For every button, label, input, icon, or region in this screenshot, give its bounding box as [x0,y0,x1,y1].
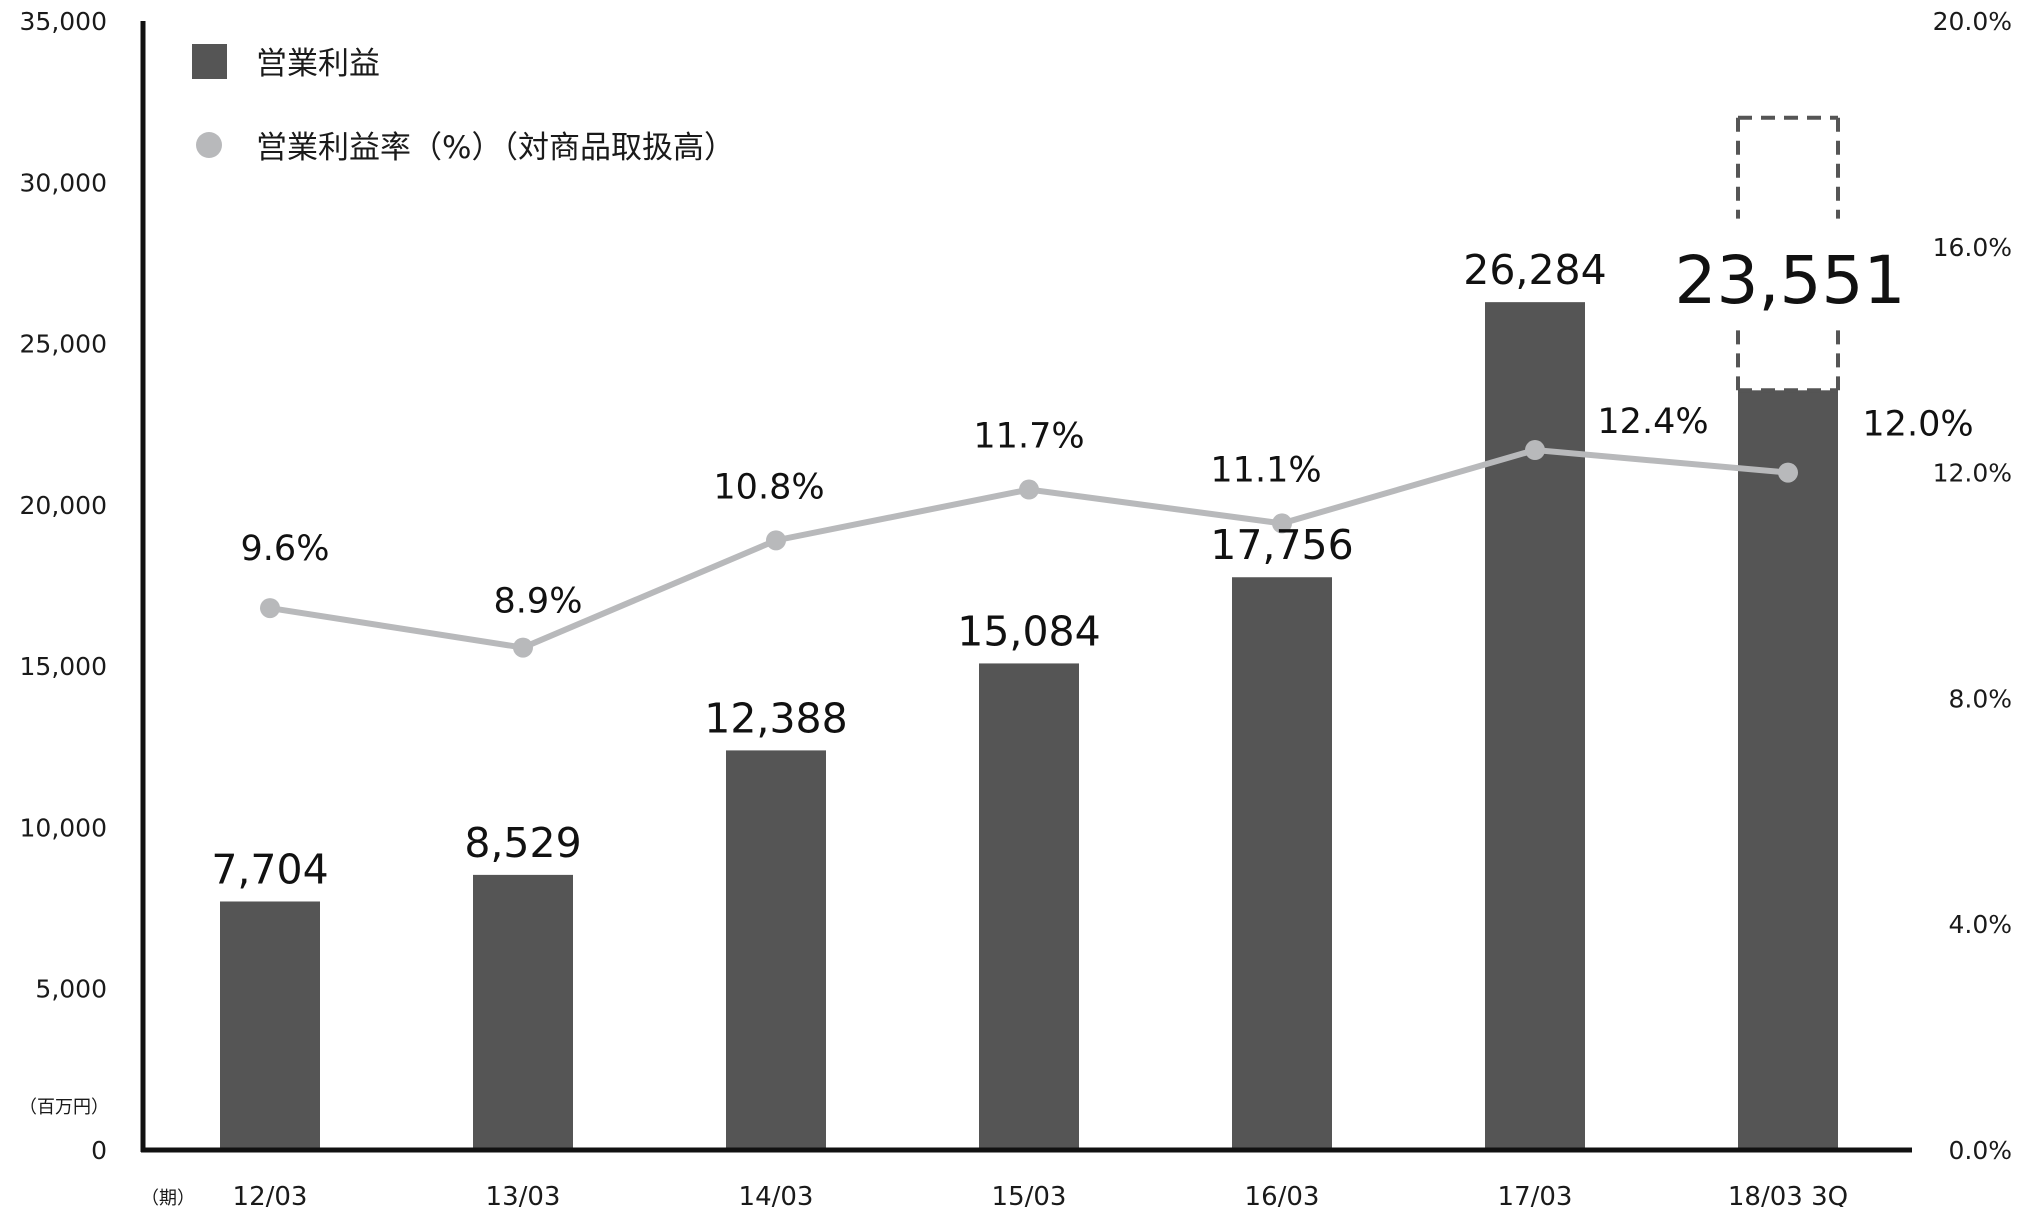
labels-layer: 7,704 8,529 12,388 15,084 17,756 26,284 23,551… [211,242,1973,893]
bar-16-03 [1232,577,1332,1150]
bar-value-label: 17,756 [1210,521,1353,569]
y-left-tick-label: 20,000 [20,491,107,520]
bar-value-label: 23,551 [1675,242,1906,319]
bar-value-label: 8,529 [464,819,581,867]
rate-value-label: 11.1% [1210,450,1321,490]
x-unit-label: （期） [141,1188,195,1207]
rate-value-label: 12.0% [1862,405,1973,445]
x-tick-label: 14/03 [739,1182,814,1207]
rate-value-label: 12.4% [1597,402,1708,442]
bar-value-label: 7,704 [211,845,328,893]
x-tick-label: 18/03 3Q [1728,1182,1848,1207]
forecast-dashed-box [1736,115,1840,393]
y-right-tick-label: 12.0% [1933,459,2012,488]
rate-point-18-03-3Q [1778,462,1798,483]
legend-bar-label: 営業利益 [256,46,380,82]
rate-point-16-03 [1272,513,1292,534]
y-right-tick-label: 0.0% [1948,1136,2012,1165]
x-tick-label: 16/03 [1245,1182,1320,1207]
y-right-tick-label: 20.0% [1933,7,2012,36]
rate-value-label: 11.7% [973,417,1084,457]
rate-value-label: 9.6% [241,529,330,569]
legend-line-label: 営業利益率（%）（対商品取扱高） [256,130,735,166]
bar-14-03 [726,750,826,1150]
x-tick-label: 12/03 [233,1182,308,1207]
rate-line-layer [260,440,1798,658]
y-left-tick-label: 10,000 [20,813,107,842]
bar-12-03 [220,901,320,1150]
bar-13-03 [473,874,573,1150]
y-left-tick-label: 35,000 [20,7,107,36]
rate-point-14-03 [766,530,786,551]
rate-point-12-03 [260,598,280,619]
legend-bar-swatch [192,44,227,79]
y-right-tick-label: 8.0% [1948,684,2012,713]
y-left-tick-label: 15,000 [20,652,107,681]
y-right-tick-label: 16.0% [1933,233,2012,262]
y-left-tick-label: 25,000 [20,330,107,359]
bar-value-label: 26,284 [1463,246,1606,294]
y-left-tick-label: 30,000 [20,168,107,197]
rate-point-13-03 [513,637,533,658]
rate-value-label: 10.8% [713,467,824,507]
x-tick-label: 13/03 [486,1182,561,1207]
rate-point-15-03 [1019,479,1039,500]
rate-value-label: 8.9% [494,582,583,622]
y-left-tick-label: 0 [91,1136,107,1165]
y-right-tick-label: 4.0% [1948,910,2012,939]
y-left-tick-label: 5,000 [35,975,107,1004]
x-tick-label: 15/03 [992,1182,1067,1207]
bar-15-03 [979,663,1079,1150]
y-left-unit-label: （百万円） [19,1097,109,1118]
bar-17-03 [1485,302,1585,1150]
bars-layer [220,115,1840,1151]
axes-layer: 0 5,000 10,000 15,000 20,000 25,000 30,000 35,0… [19,7,2012,1207]
bar-value-label: 15,084 [957,607,1100,655]
legend-line-marker [196,132,222,158]
bar-value-label: 12,388 [704,694,847,742]
rate-point-17-03 [1525,440,1545,461]
x-tick-label: 17/03 [1498,1182,1573,1207]
bar-18-03-3Q [1738,390,1838,1151]
